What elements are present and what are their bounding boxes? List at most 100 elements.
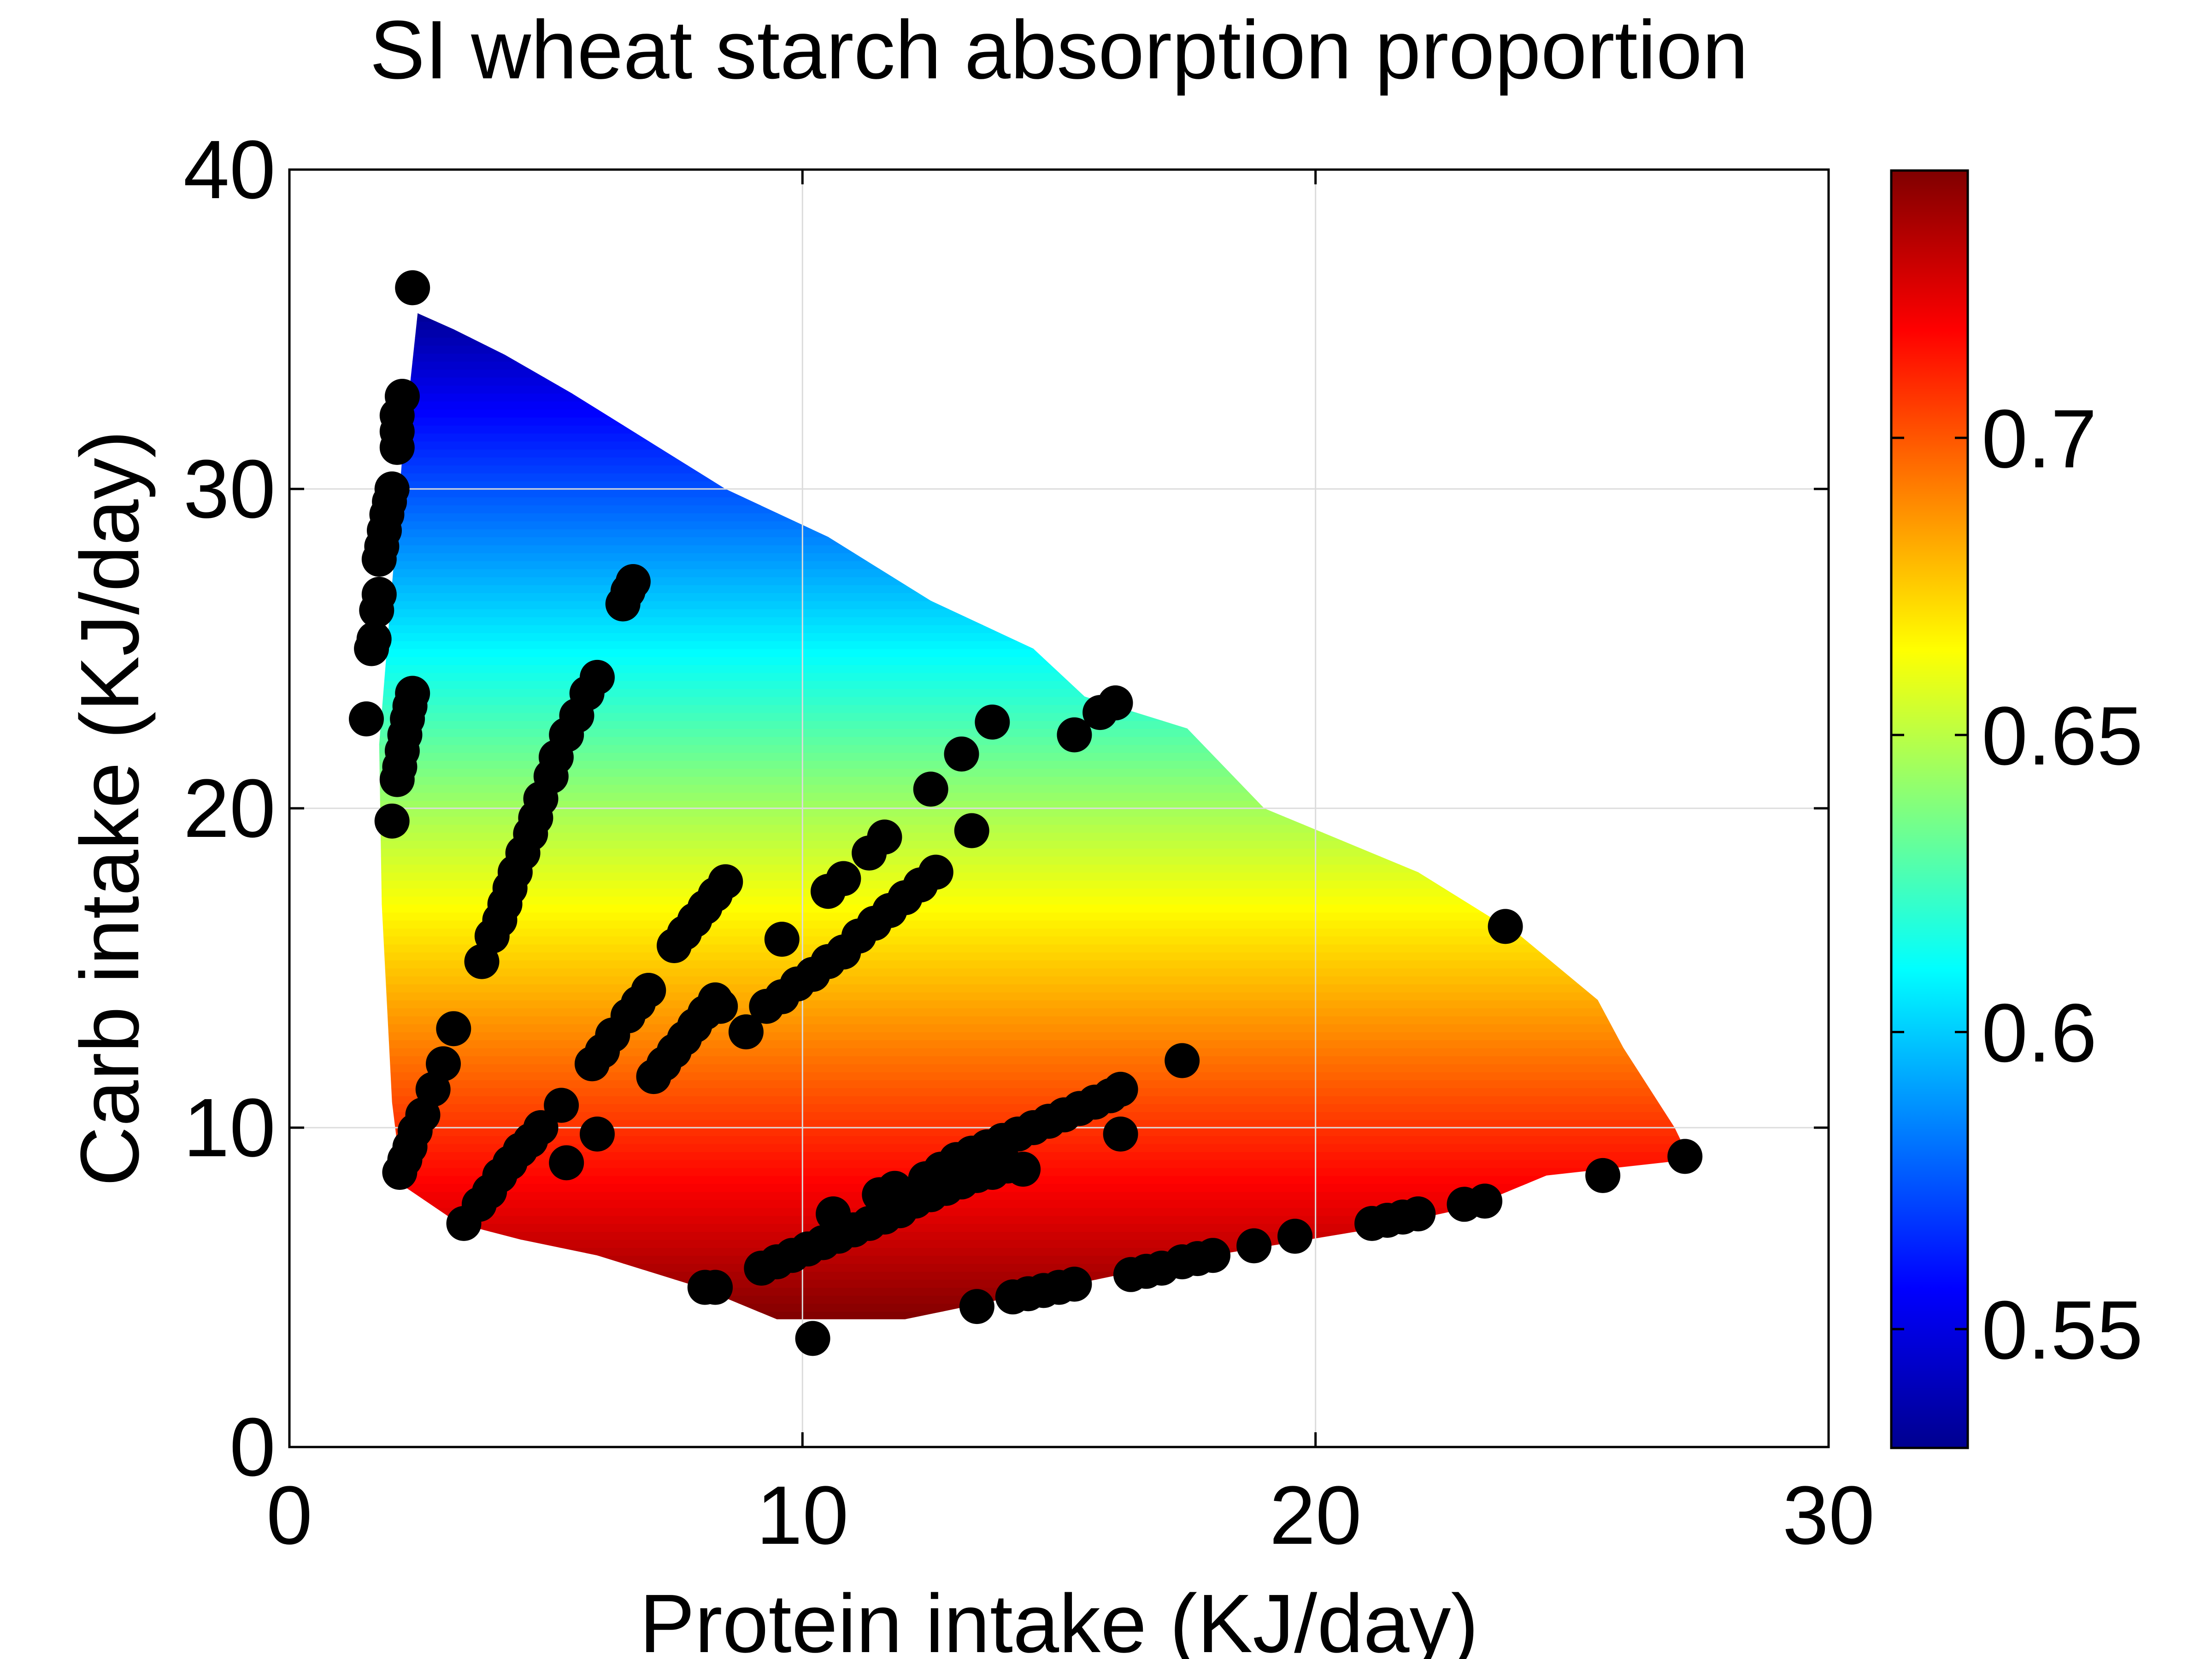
surface-band	[379, 856, 1690, 865]
surface-band	[379, 1191, 1690, 1200]
data-point	[544, 1088, 579, 1123]
surface-band	[379, 944, 1690, 953]
data-point	[703, 988, 738, 1024]
colorbar-ticks: 0.55 0.6 0.65 0.7	[1891, 393, 2143, 1377]
data-point	[975, 704, 1010, 740]
data-point	[349, 701, 384, 736]
surface-band	[379, 960, 1690, 969]
surface-band	[379, 1152, 1690, 1160]
colorbar-tick-label: 0.55	[1982, 1284, 2143, 1377]
data-point	[1006, 1152, 1041, 1187]
data-point	[1098, 685, 1133, 721]
data-point	[959, 1289, 994, 1324]
data-point	[1057, 717, 1092, 753]
surface-band	[379, 872, 1690, 881]
surface-band	[379, 1071, 1690, 1080]
data-point	[918, 854, 953, 890]
data-point	[1400, 1196, 1436, 1232]
surface-band	[379, 1104, 1690, 1112]
data-point	[826, 861, 861, 896]
colorbar-tick-label: 0.7	[1982, 393, 2097, 485]
surface-band	[379, 936, 1690, 945]
data-point	[1667, 1139, 1703, 1174]
surface-band	[379, 1040, 1690, 1048]
data-point	[605, 586, 641, 622]
x-tick-label: 20	[1270, 1469, 1362, 1562]
data-point	[1103, 1071, 1138, 1107]
surface-band	[379, 1143, 1690, 1152]
data-point	[1488, 909, 1523, 944]
data-point	[395, 270, 430, 306]
chart-title: SI wheat starch absorption proportion	[370, 4, 1748, 96]
data-point	[954, 813, 989, 848]
data-point	[1467, 1183, 1503, 1219]
surface-band	[379, 1032, 1690, 1041]
surface-band	[379, 1199, 1690, 1208]
y-tick-label: 30	[183, 443, 276, 535]
surface-band	[379, 1088, 1690, 1096]
data-point	[379, 762, 415, 797]
data-point	[374, 803, 410, 839]
y-axis-label: Carb intake (KJ/day)	[64, 430, 156, 1187]
colorbar-tick-label: 0.6	[1982, 987, 2097, 1079]
data-point	[867, 819, 902, 855]
surface-band	[379, 1047, 1690, 1057]
data-point	[913, 771, 948, 807]
data-markers	[349, 270, 1703, 1356]
data-point	[1103, 1116, 1138, 1152]
data-point	[1195, 1238, 1230, 1273]
x-axis-label: Protein intake (KJ/day)	[640, 1577, 1479, 1659]
y-tick-label: 10	[183, 1082, 276, 1174]
surface-band	[379, 1183, 1690, 1192]
y-tick-label: 40	[183, 124, 276, 216]
data-point	[549, 1145, 584, 1181]
data-point	[1236, 1228, 1272, 1264]
data-point	[464, 944, 500, 979]
data-point	[708, 864, 743, 900]
surface-band	[379, 1008, 1690, 1017]
data-point	[1165, 1043, 1200, 1078]
surface-band	[379, 976, 1690, 985]
data-point	[764, 922, 800, 957]
surface-band	[379, 864, 1690, 873]
surface-band	[379, 1056, 1690, 1065]
data-point	[580, 1116, 615, 1152]
surface-band	[379, 848, 1690, 857]
data-point	[382, 1155, 418, 1190]
surface-band	[379, 952, 1690, 961]
data-point	[944, 736, 979, 772]
data-point	[354, 631, 389, 666]
colorbar: 0.55 0.6 0.65 0.7	[1890, 169, 2143, 1449]
x-tick-label: 10	[756, 1469, 848, 1562]
data-point	[523, 1110, 559, 1145]
surface-band	[379, 1024, 1690, 1033]
surface-band	[379, 1095, 1690, 1104]
data-point	[361, 541, 397, 577]
colorbar-tick-label: 0.65	[1982, 690, 2143, 782]
data-point	[816, 1196, 851, 1232]
data-point	[1585, 1158, 1621, 1193]
surface-band	[379, 1064, 1690, 1072]
surface-band	[379, 1000, 1690, 1009]
colorbar-gradient	[1890, 169, 1969, 1449]
y-tick-label: 0	[229, 1401, 276, 1494]
data-point	[698, 1270, 733, 1305]
plot-area: 0 10 20 30 0 10 20 30 40	[183, 124, 1875, 1562]
x-axis-ticks: 0 10 20 30	[266, 170, 1875, 1562]
x-tick-label: 0	[266, 1469, 312, 1562]
data-point	[1057, 1266, 1092, 1302]
y-axis-ticks: 0 10 20 30 40	[183, 124, 1829, 1494]
data-point	[1277, 1218, 1313, 1254]
y-tick-label: 20	[183, 762, 276, 855]
data-point	[379, 429, 415, 465]
data-point	[728, 1014, 764, 1050]
data-point	[436, 1011, 471, 1047]
surface-band	[379, 1080, 1690, 1088]
data-point	[359, 593, 394, 628]
surface-band	[379, 1016, 1690, 1024]
x-tick-label: 30	[1783, 1469, 1875, 1562]
data-point	[877, 1171, 912, 1206]
surface-band	[379, 968, 1690, 977]
data-point	[795, 1321, 830, 1356]
